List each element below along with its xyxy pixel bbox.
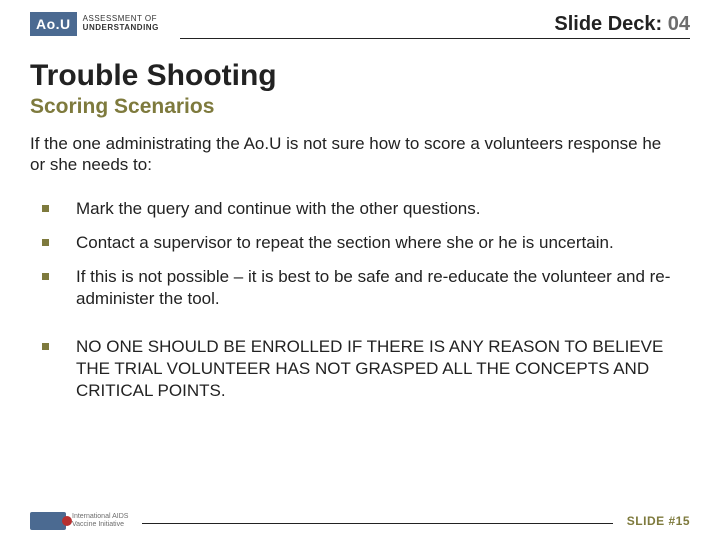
- footer: International AIDS Vaccine Initiative SL…: [30, 512, 690, 530]
- header: Ao.U ASSESSMENT OF UNDERSTANDING Slide D…: [30, 12, 690, 40]
- slide-number: SLIDE #15: [627, 514, 690, 530]
- logo-iavi: International AIDS Vaccine Initiative: [30, 512, 128, 530]
- slide-subtitle: Scoring Scenarios: [30, 95, 690, 119]
- iavi-line1: International AIDS: [72, 513, 128, 521]
- bullet-list: Mark the query and continue with the oth…: [30, 198, 690, 403]
- slide-title: Trouble Shooting: [30, 59, 690, 93]
- slide: Ao.U ASSESSMENT OF UNDERSTANDING Slide D…: [0, 0, 720, 540]
- list-item: Contact a supervisor to repeat the secti…: [40, 232, 680, 254]
- footer-rule-wrap: [128, 523, 626, 530]
- intro-text: If the one administrating the Ao.U is no…: [30, 133, 670, 176]
- logo-aou: Ao.U ASSESSMENT OF UNDERSTANDING: [30, 12, 159, 36]
- deck-label-text: Slide Deck:: [554, 13, 667, 35]
- list-item: NO ONE SHOULD BE ENROLLED IF THERE IS AN…: [40, 336, 680, 402]
- iavi-text: International AIDS Vaccine Initiative: [72, 513, 128, 528]
- iavi-line2: Vaccine Initiative: [72, 521, 128, 529]
- list-item: If this is not possible – it is best to …: [40, 266, 680, 310]
- deck-label: Slide Deck: 04: [554, 13, 690, 36]
- list-item: Mark the query and continue with the oth…: [40, 198, 680, 220]
- iavi-mark-icon: [30, 512, 66, 530]
- footer-rule: [142, 523, 612, 524]
- logo-text: ASSESSMENT OF UNDERSTANDING: [83, 15, 159, 33]
- logo-badge: Ao.U: [30, 12, 77, 36]
- header-rule: [180, 38, 690, 39]
- deck-number: 04: [668, 13, 690, 35]
- logo-line2: UNDERSTANDING: [83, 24, 159, 33]
